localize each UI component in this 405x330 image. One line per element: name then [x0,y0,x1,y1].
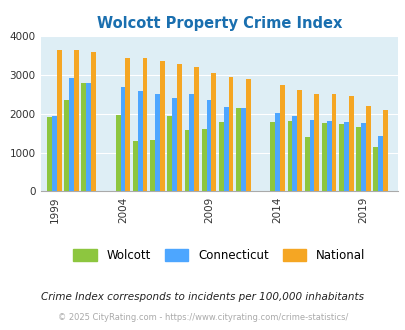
Bar [275,114,279,191]
Bar [133,141,137,191]
Bar [377,136,382,191]
Bar [160,61,164,191]
Bar [177,64,181,191]
Bar [338,123,343,191]
Bar [142,58,147,191]
Text: © 2025 CityRating.com - https://www.cityrating.com/crime-statistics/: © 2025 CityRating.com - https://www.city… [58,313,347,322]
Bar [373,147,377,191]
Bar [279,85,284,191]
Bar [47,117,52,191]
Bar [321,123,326,191]
Bar [211,73,215,191]
Bar [365,106,370,191]
Bar [235,108,240,191]
Bar [81,83,86,191]
Bar [331,94,336,191]
Bar [125,58,130,191]
Bar [223,107,228,191]
Bar [287,121,292,191]
Bar [356,127,360,191]
Bar [240,108,245,191]
Bar [86,83,91,191]
Bar [189,94,194,191]
Bar [194,67,198,191]
Bar [313,94,318,191]
Bar [115,115,120,191]
Bar [52,116,57,191]
Bar [245,79,250,191]
Title: Wolcott Property Crime Index: Wolcott Property Crime Index [96,16,341,31]
Bar [228,77,233,191]
Bar [184,130,189,191]
Bar [304,137,309,191]
Bar [292,116,296,191]
Bar [270,122,275,191]
Bar [218,122,223,191]
Bar [69,78,74,191]
Bar [91,52,96,191]
Bar [348,96,353,191]
Bar [64,100,69,191]
Bar [201,129,206,191]
Bar [150,140,155,191]
Legend: Wolcott, Connecticut, National: Wolcott, Connecticut, National [68,244,369,266]
Bar [137,91,142,191]
Bar [172,98,177,191]
Bar [343,122,348,191]
Text: Crime Index corresponds to incidents per 100,000 inhabitants: Crime Index corresponds to incidents per… [41,292,364,302]
Bar [120,87,125,191]
Bar [360,123,365,191]
Bar [155,94,160,191]
Bar [326,121,331,191]
Bar [74,50,79,191]
Bar [382,110,387,191]
Bar [206,100,211,191]
Bar [296,90,301,191]
Bar [57,50,62,191]
Bar [167,116,172,191]
Bar [309,120,313,191]
